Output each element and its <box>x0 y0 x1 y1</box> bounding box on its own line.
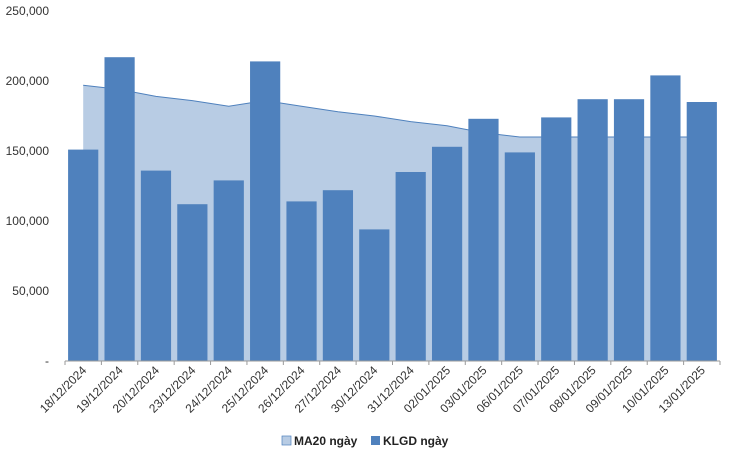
ma20-area <box>83 85 702 361</box>
klgd-bar <box>613 99 645 361</box>
y-tick-label: 100,000 <box>6 214 50 228</box>
y-tick-label: 50,000 <box>12 284 49 298</box>
klgd-bar <box>140 170 172 361</box>
klgd-bar <box>359 229 390 361</box>
legend-swatch-klgd <box>371 436 380 445</box>
klgd-bar <box>686 102 717 361</box>
y-tick-label: - <box>45 354 49 368</box>
klgd-bar <box>104 57 135 361</box>
plot-area <box>68 57 717 362</box>
klgd-bar <box>250 61 281 362</box>
klgd-bar <box>68 149 99 361</box>
klgd-bar <box>431 146 463 361</box>
y-tick-label: 250,000 <box>6 4 50 18</box>
klgd-bar <box>577 99 608 361</box>
legend: MA20 ngày KLGD ngày <box>281 434 449 448</box>
klgd-bar <box>541 117 572 362</box>
klgd-bar <box>395 172 426 361</box>
y-tick-label: 200,000 <box>6 74 50 88</box>
klgd-bar <box>504 152 535 361</box>
klgd-bar <box>213 180 244 361</box>
legend-swatch-ma20 <box>281 435 292 446</box>
legend-label-ma20: MA20 ngày <box>294 434 358 448</box>
klgd-bar <box>177 204 208 361</box>
klgd-bar <box>322 190 354 361</box>
klgd-bar <box>468 118 499 361</box>
legend-label-klgd: KLGD ngày <box>383 434 449 448</box>
klgd-bar <box>650 75 681 362</box>
y-tick-label: 150,000 <box>6 144 50 158</box>
klgd-bar <box>286 201 317 361</box>
